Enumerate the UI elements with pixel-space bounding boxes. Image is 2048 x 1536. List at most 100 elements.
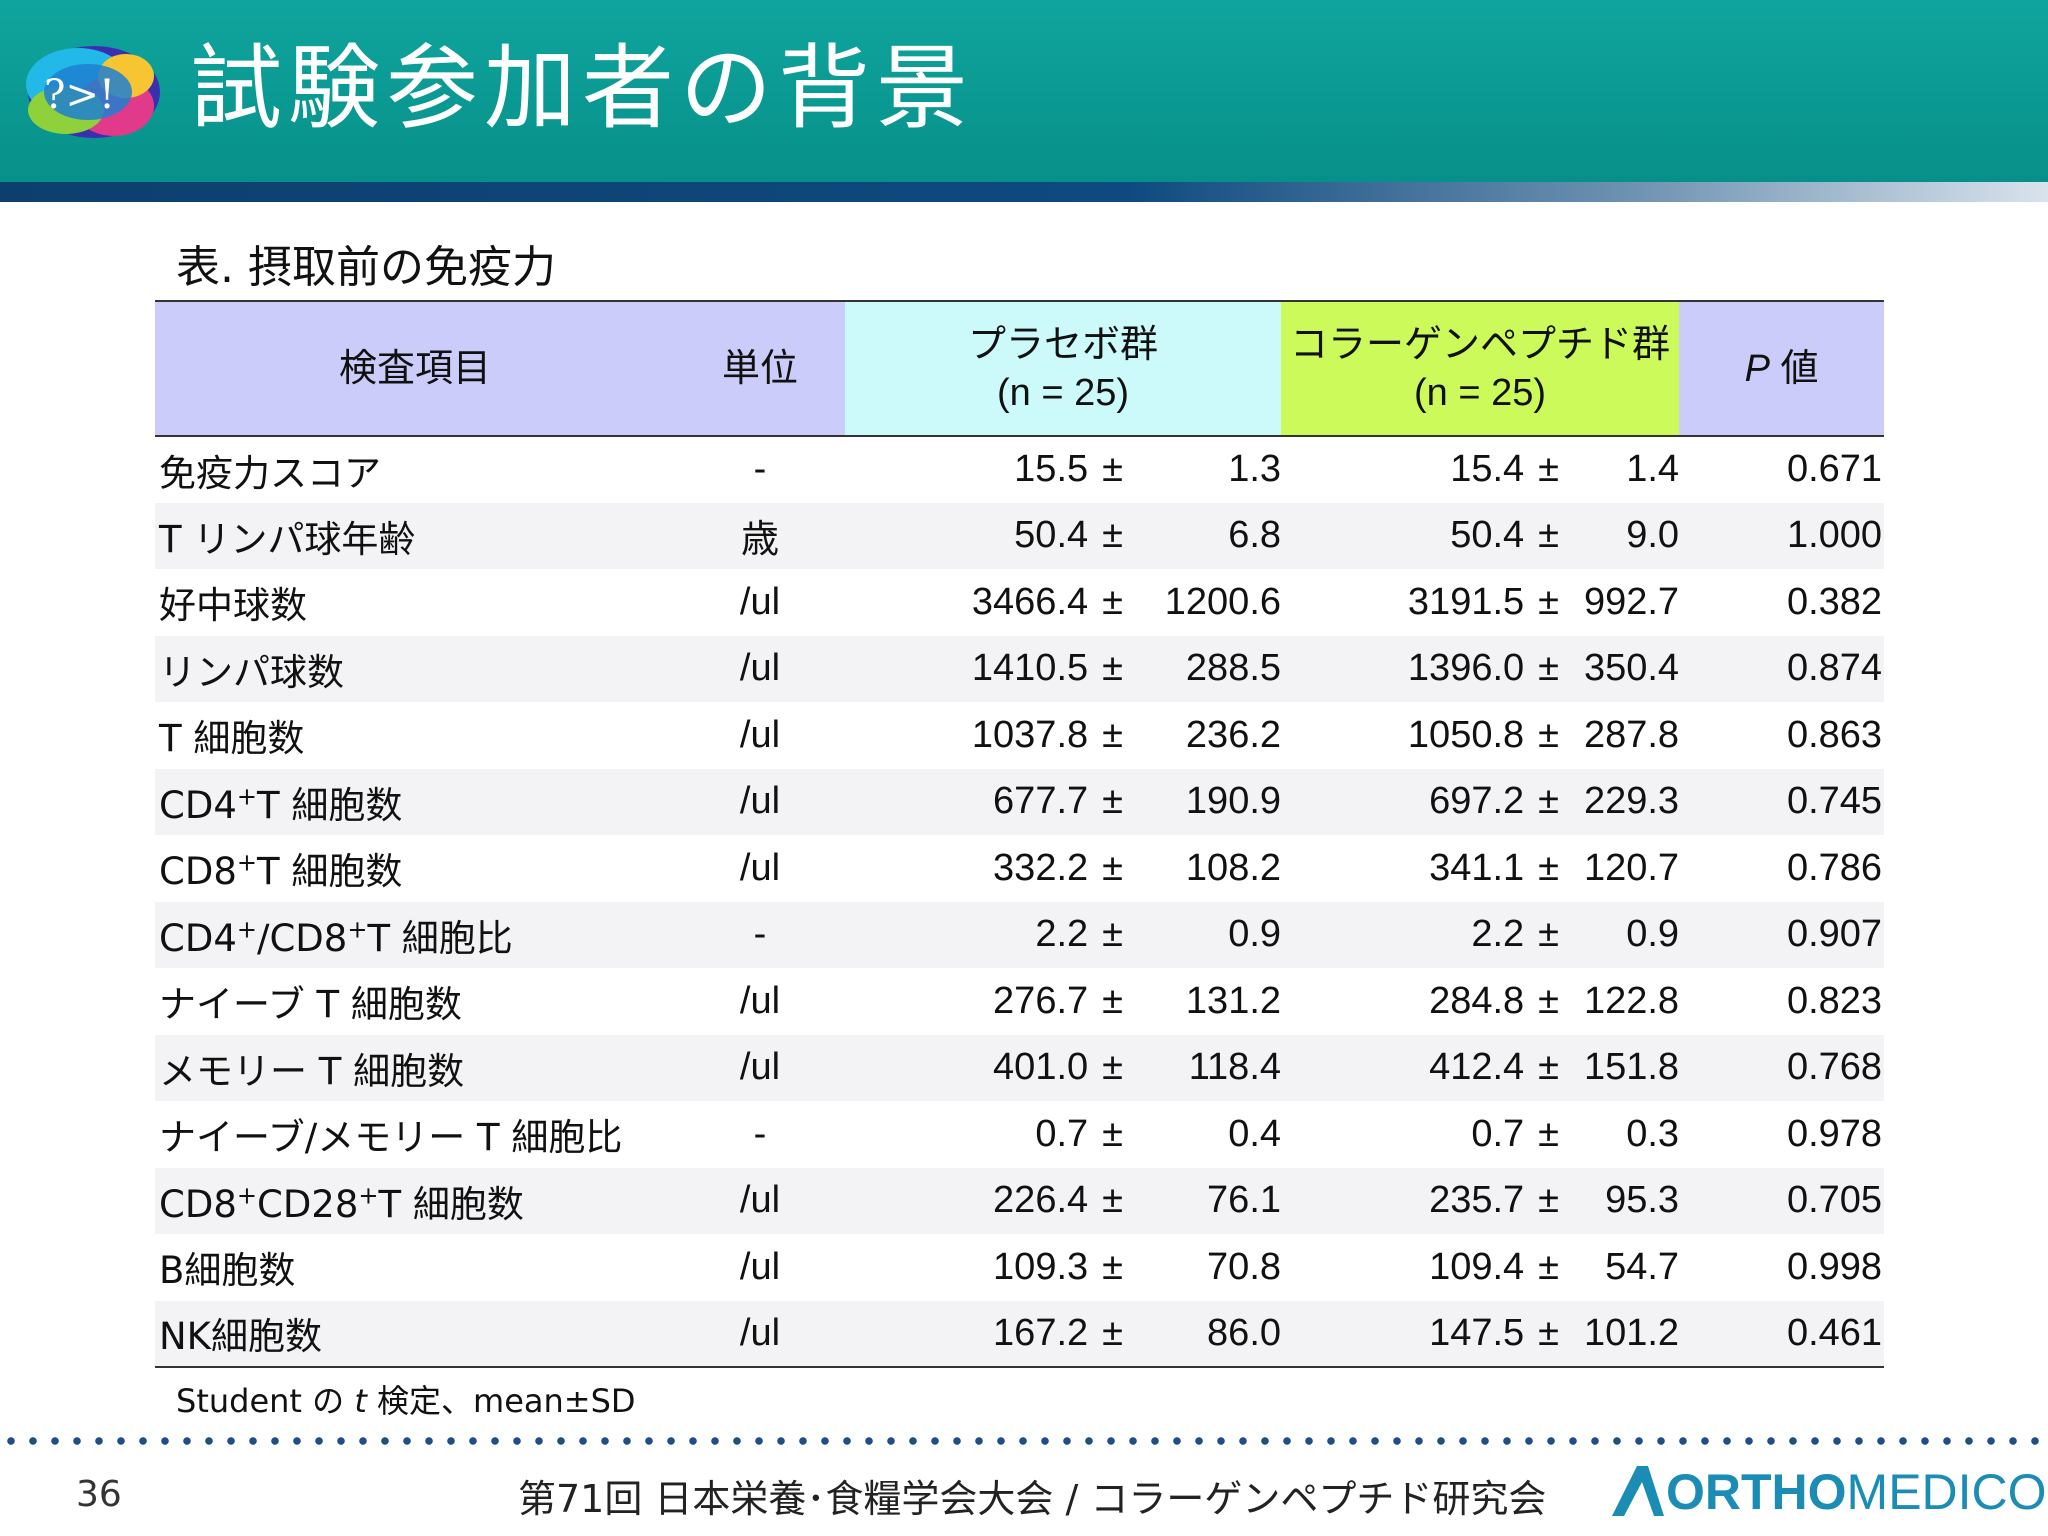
- p-value: 0.745: [1786, 780, 1883, 823]
- row-unit: 歳: [740, 519, 779, 562]
- footnote: Student の t 検定、mean±SD: [176, 1376, 636, 1422]
- placebo-mean: 1037.8 ±: [845, 702, 1123, 769]
- item-part: CD4: [159, 783, 237, 827]
- p-value: 0.461: [1679, 1300, 1885, 1368]
- plus-minus-symbol: ±: [1538, 1179, 1560, 1222]
- collagen-mean-value: 3191.5: [1407, 580, 1525, 623]
- table-row: T 細胞数/ul 1037.8 ±236.2 1050.8 ±287.8 0.863: [155, 702, 1884, 769]
- header-p-value: P 値: [1679, 300, 1885, 437]
- page-title: 試験参加者の背景: [190, 35, 975, 142]
- placebo-mean: 167.2 ±: [845, 1300, 1123, 1368]
- collagen-mean-value: 15.4: [1450, 448, 1525, 491]
- collagen-mean-value: 412.4: [1429, 1046, 1525, 1089]
- question-idea-logo-icon: ?>!: [26, 46, 160, 138]
- placebo-mean: 677.7 ±: [845, 769, 1123, 836]
- collagen-sd: 120.7: [1583, 846, 1680, 889]
- plus-minus-symbol: ±: [1538, 846, 1560, 889]
- row-unit: -: [753, 1112, 767, 1155]
- placebo-sd: 236.2: [1185, 713, 1282, 756]
- p-value: 0.671: [1786, 448, 1883, 491]
- placebo-mean: 109.3 ±: [845, 1234, 1123, 1301]
- item-part: T 細胞数: [256, 783, 403, 827]
- p-value: 0.823: [1786, 979, 1883, 1022]
- p-value: 0.768: [1786, 1046, 1883, 1089]
- row-unit: /ul: [739, 1245, 781, 1288]
- plus-minus-symbol: ±: [1102, 1179, 1123, 1222]
- collagen-mean: 235.7 ±: [1281, 1168, 1559, 1235]
- plus-minus-symbol: ±: [1538, 448, 1560, 491]
- placebo-sd: 118.4: [1188, 1046, 1282, 1089]
- p-value: 0.705: [1786, 1179, 1883, 1222]
- plus-minus-symbol: ±: [1102, 448, 1123, 491]
- p-value: 0.874: [1786, 647, 1883, 690]
- table-body: 免疫力スコア - 15.5 ±1.3 15.4 ±1.4 0.671 T リンパ球年齢 歳 50.…: [155, 436, 1885, 1368]
- collagen-sd: 101.2: [1559, 1300, 1680, 1368]
- header-unit: 単位: [675, 300, 845, 437]
- plus-minus-symbol: ±: [1538, 647, 1560, 690]
- footnote-t-symbol: t: [354, 1382, 367, 1420]
- collagen-mean: 1050.8 ±: [1281, 702, 1559, 769]
- item-part: CD28: [256, 1182, 359, 1226]
- table-header-row: 検査項目 単位 プラセボ群 (n = 25) コラーゲンペプチド群 (n = 2…: [155, 300, 1885, 437]
- collagen-sd: 95.3: [1605, 1179, 1680, 1222]
- plus-minus-symbol: ±: [1538, 1311, 1560, 1354]
- logo-text: ?>!: [44, 72, 115, 118]
- placebo-sd: 86.0: [1123, 1300, 1282, 1368]
- placebo-mean-value: 677.7: [993, 780, 1089, 823]
- row-item: ナイーブ T 細胞数: [159, 983, 462, 1027]
- placebo-mean-value: 2.2: [1035, 913, 1089, 956]
- plus-minus-symbol: ±: [1538, 1046, 1560, 1089]
- collagen-mean-value: 1050.8: [1407, 713, 1525, 756]
- placebo-mean: 226.4 ±: [845, 1168, 1123, 1235]
- superscript-plus: +: [358, 1181, 379, 1210]
- collagen-sd: 9.0: [1626, 514, 1680, 557]
- collagen-mean-value: 284.8: [1429, 979, 1525, 1022]
- row-item: CD8+T 細胞数: [155, 835, 675, 902]
- placebo-mean-value: 1410.5: [971, 647, 1089, 690]
- collagen-mean: 50.4 ±: [1281, 503, 1559, 570]
- plus-minus-symbol: ±: [1538, 780, 1560, 823]
- row-item: B細胞数: [159, 1249, 296, 1293]
- collagen-sd: 0.3: [1626, 1112, 1680, 1155]
- collagen-mean-value: 235.7: [1429, 1179, 1525, 1222]
- placebo-mean-value: 50.4: [1014, 514, 1089, 557]
- superscript-plus: +: [347, 915, 368, 944]
- plus-minus-symbol: ±: [1538, 1112, 1560, 1155]
- placebo-mean: 15.5 ±: [845, 436, 1123, 503]
- plus-minus-symbol: ±: [1102, 1046, 1123, 1089]
- p-value: 0.382: [1786, 580, 1883, 623]
- collagen-mean: 109.4 ±: [1281, 1234, 1559, 1301]
- item-part: CD8: [159, 1182, 237, 1226]
- row-item: CD8+CD28+T 細胞数: [155, 1168, 675, 1235]
- collagen-mean-value: 109.4: [1429, 1245, 1525, 1288]
- row-unit: /ul: [675, 1300, 845, 1368]
- plus-minus-symbol: ±: [1102, 846, 1123, 889]
- header-p-label: 値: [1769, 347, 1819, 390]
- row-item: ナイーブ/メモリー T 細胞比: [159, 1116, 623, 1160]
- placebo-mean-value: 15.5: [1014, 448, 1089, 491]
- header-stripe: [0, 182, 2048, 202]
- placebo-sd: 1.3: [1228, 448, 1282, 491]
- placebo-sd: 288.5: [1185, 647, 1282, 690]
- placebo-sd: 76.1: [1207, 1179, 1282, 1222]
- collagen-mean: 341.1 ±: [1281, 835, 1559, 902]
- placebo-sd: 108.2: [1185, 846, 1282, 889]
- item-part: CD8: [159, 850, 237, 894]
- item-part: /CD8: [256, 916, 348, 960]
- collagen-mean: 3191.5 ±: [1281, 569, 1559, 636]
- row-unit: -: [753, 913, 767, 956]
- plus-minus-symbol: ±: [1102, 1311, 1123, 1354]
- footnote-post: 検定、mean±SD: [366, 1382, 636, 1420]
- placebo-mean-value: 401.0: [993, 1046, 1089, 1089]
- placebo-sd: 0.4: [1228, 1112, 1282, 1155]
- collagen-mean-value: 341.1: [1429, 846, 1525, 889]
- placebo-mean: 0.7 ±: [845, 1101, 1123, 1168]
- table-row: CD8+CD28+T 細胞数/ul 226.4 ±76.1 235.7 ±95.3 0.7…: [155, 1167, 1885, 1235]
- collagen-mean: 15.4 ±: [1281, 436, 1559, 503]
- row-item: 好中球数: [159, 584, 307, 628]
- running-person-logo-icon: [1612, 1466, 1664, 1516]
- placebo-mean-value: 3466.4: [971, 580, 1089, 623]
- page-number: 36: [76, 1474, 122, 1515]
- placebo-mean-value: 0.7: [1035, 1112, 1089, 1155]
- table-row: CD4+/CD8+T 細胞比 -2.2 ±0.9 2.2 ±0.9 0.907: [155, 901, 1885, 968]
